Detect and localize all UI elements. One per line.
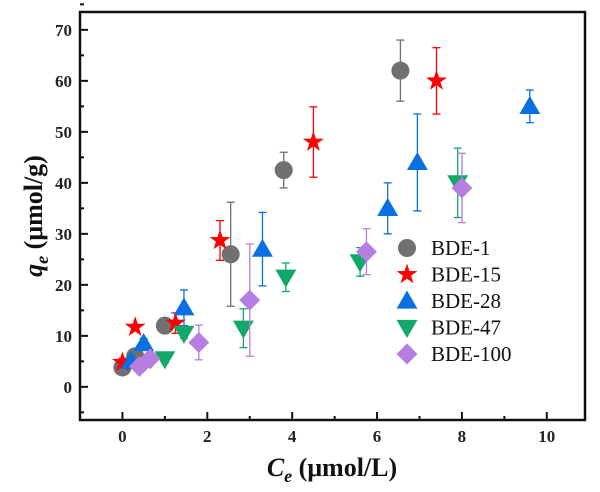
y-tick-label: 70 [55,21,72,40]
diamond-marker [451,177,473,199]
series-bde-1 [113,39,410,377]
circle-marker [397,238,417,258]
y-tick-label: 40 [55,174,72,193]
triangle-up-marker [406,152,428,171]
circle-marker [391,61,410,80]
star-marker [124,316,146,336]
triangle-up-marker [396,290,418,309]
x-tick-label: 10 [538,427,555,446]
legend-item: BDE-15 [396,263,501,287]
y-tick-label: 50 [55,123,72,142]
x-axis-label: Ce (μmol/L) [267,453,397,486]
series-bde-100 [128,152,473,377]
x-tick-label: 6 [373,427,382,446]
legend-item: BDE-100 [396,342,512,366]
triangle-up-marker [519,95,541,114]
x-tick-label: 4 [288,427,297,446]
star-marker [209,229,231,250]
triangle-down-marker [154,351,176,370]
y-tick-label: 30 [55,225,72,244]
triangle-down-marker [232,320,254,339]
x-tick-label: 8 [458,427,467,446]
legend-item: BDE-47 [396,316,501,340]
legend-label: BDE-1 [431,236,491,260]
diamond-marker [355,241,377,263]
plot-frame [78,10,587,422]
diamond-marker [239,289,261,311]
triangle-up-marker [173,297,195,316]
legend-label: BDE-100 [431,342,512,366]
diamond-marker [188,332,210,353]
y-tick-label: 0 [64,378,73,397]
diamond-marker [139,348,161,370]
y-axis-label: qe (μmol/g) [19,155,52,277]
star-marker [165,312,186,332]
legend-label: BDE-28 [431,289,501,313]
diamond-marker [396,343,418,365]
star-marker [112,351,133,372]
y-tick-label: 20 [55,276,72,295]
triangle-down-marker [275,269,297,288]
legend-item: BDE-1 [397,236,491,260]
x-tick-label: 2 [203,427,212,446]
y-tick-label: 60 [55,72,72,91]
circle-marker [274,161,293,180]
triangle-up-marker [377,197,399,216]
triangle-down-marker [173,325,195,344]
legend-label: BDE-47 [431,316,501,340]
star-marker [426,69,447,90]
y-tick-label: 10 [55,327,72,346]
legend-label: BDE-15 [431,263,501,287]
x-tick-label: 0 [118,427,127,446]
triangle-up-marker [133,333,155,352]
triangle-down-marker [396,319,418,338]
star-marker [303,131,324,151]
legend-item: BDE-28 [396,289,501,313]
star-marker [396,263,418,284]
circle-marker [221,245,240,264]
triangle-up-marker [252,238,273,257]
